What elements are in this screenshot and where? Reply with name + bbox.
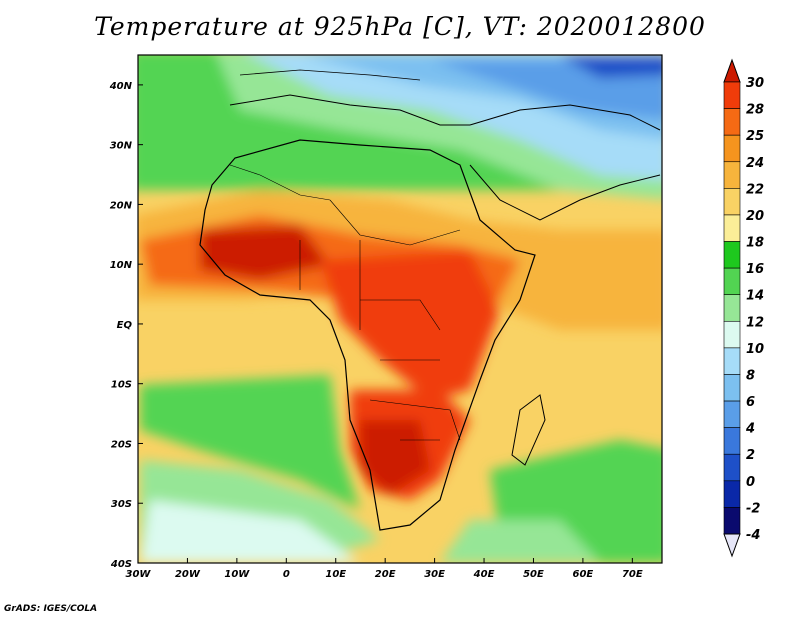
colorbar-label: 8 <box>746 368 755 383</box>
colorbar-band <box>723 108 741 136</box>
lat-tick-label: 40S <box>110 559 132 570</box>
colorbar-label: 10 <box>746 342 764 357</box>
credit-text: GrADS: IGES/COLA <box>4 604 98 614</box>
colorbar-band <box>723 161 741 189</box>
lon-tick-label: 50E <box>523 569 544 580</box>
lat-tick-label: 10S <box>111 380 132 391</box>
colorbar-min-triangle <box>723 533 741 558</box>
lon-tick-label: 0 <box>283 569 290 580</box>
colorbar-label: -4 <box>746 528 760 543</box>
lon-tick-label: 10E <box>325 569 346 580</box>
lon-tick-label: 70E <box>622 569 643 580</box>
lat-tick-label: 20N <box>110 200 133 211</box>
lon-tick-label: 30W <box>126 569 152 580</box>
longitude-axis: 30W 20W 10W 0 10E 20E 30E 40E 50E 60E 70E <box>126 558 643 580</box>
temperature-field <box>138 55 662 563</box>
colorbar-band <box>723 294 741 322</box>
colorbar-label: 30 <box>746 76 764 91</box>
lon-tick-label: 20E <box>375 569 396 580</box>
lon-tick-label: 40E <box>473 569 495 580</box>
colorbar-band <box>723 480 741 508</box>
latitude-axis: 40N 30N 20N 10N EQ 10S 20S 30S 40S <box>109 81 143 570</box>
lon-tick-label: 30E <box>424 569 445 580</box>
colorbar-label: 14 <box>746 289 764 304</box>
colorbar-band <box>723 507 741 535</box>
lon-tick-label: 60E <box>573 569 594 580</box>
colorbar-label: 4 <box>745 422 755 437</box>
colorbar-band <box>723 427 741 455</box>
colorbar-label: 28 <box>746 103 764 118</box>
colorbar-band <box>723 267 741 296</box>
colorbar-label: 20 <box>746 209 764 224</box>
colorbar-label: 24 <box>746 156 764 171</box>
colorbar-label: 2 <box>746 448 755 463</box>
lat-tick-label: 20S <box>111 439 132 450</box>
colorbar-label: 22 <box>746 182 764 197</box>
lon-tick-label: 20W <box>175 569 201 580</box>
lat-tick-label: 30S <box>111 499 132 510</box>
colorbar-band <box>723 134 741 163</box>
colorbar-band <box>723 453 741 482</box>
lat-tick-label: 10N <box>110 260 133 271</box>
colorbar-band <box>723 241 741 269</box>
map-title: Temperature at 925hPa [C], VT: 202001280… <box>94 12 706 41</box>
colorbar-band <box>723 400 741 428</box>
colorbar-band <box>723 81 741 109</box>
colorbar-band <box>723 347 741 375</box>
lon-tick-label: 10W <box>224 569 250 580</box>
colorbar-label: 25 <box>746 129 764 144</box>
lat-tick-label: 30N <box>110 141 133 152</box>
colorbar-label: 12 <box>746 315 764 330</box>
colorbar-label: 18 <box>746 236 764 251</box>
colorbar-max-triangle <box>723 58 741 83</box>
lat-tick-label: EQ <box>117 320 133 331</box>
colorbar-band <box>723 374 741 402</box>
colorbar-band <box>723 188 741 216</box>
colorbar-band <box>723 214 741 242</box>
colorbar-label: 0 <box>746 475 755 490</box>
colorbar-label: 6 <box>746 395 755 410</box>
colorbar-band <box>723 320 741 349</box>
plot-frame <box>137 54 663 564</box>
lat-tick-label: 40N <box>109 81 133 92</box>
colorbar-label: -2 <box>746 501 760 516</box>
colorbar-label: 16 <box>746 262 764 277</box>
